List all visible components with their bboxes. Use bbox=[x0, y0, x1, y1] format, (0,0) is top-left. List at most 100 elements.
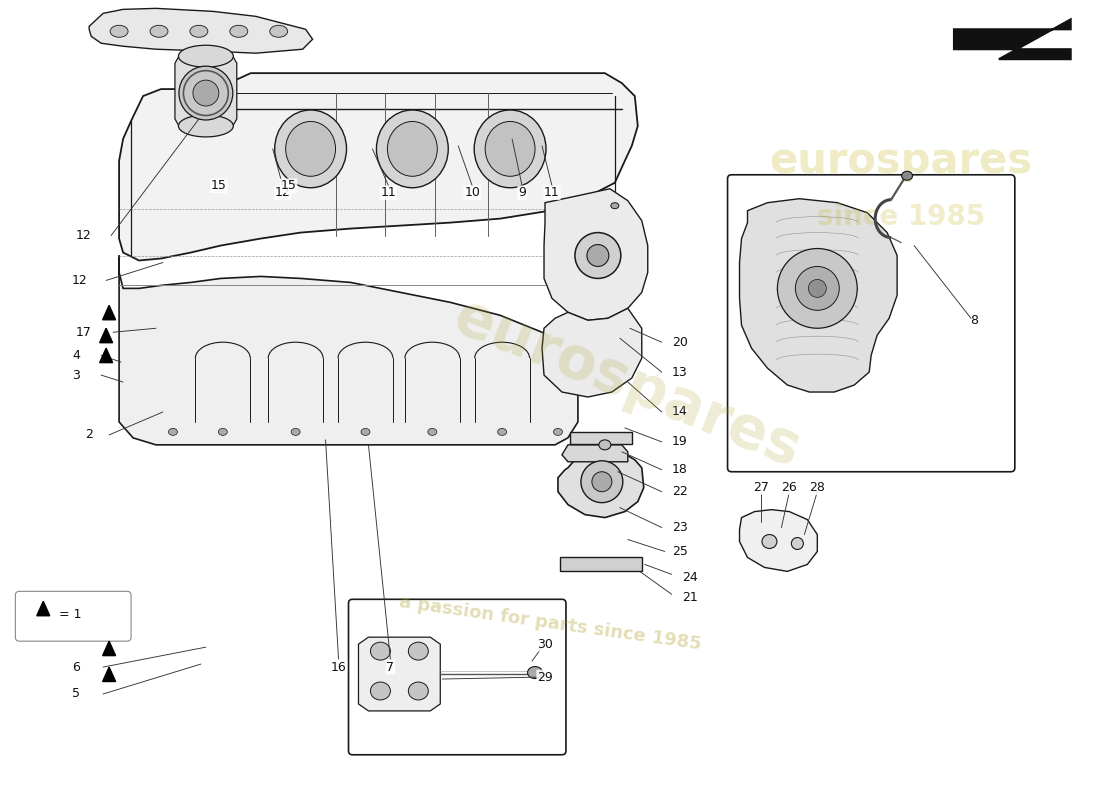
Ellipse shape bbox=[428, 429, 437, 435]
Text: 7: 7 bbox=[386, 661, 395, 674]
Ellipse shape bbox=[178, 46, 233, 67]
Polygon shape bbox=[739, 510, 817, 571]
Circle shape bbox=[795, 266, 839, 310]
Text: 15: 15 bbox=[211, 179, 227, 192]
Text: 12: 12 bbox=[72, 274, 87, 287]
Text: 4: 4 bbox=[73, 349, 80, 362]
Ellipse shape bbox=[230, 26, 248, 38]
Text: 24: 24 bbox=[682, 571, 697, 584]
Polygon shape bbox=[542, 308, 641, 397]
Ellipse shape bbox=[371, 642, 390, 660]
Ellipse shape bbox=[408, 682, 428, 700]
Ellipse shape bbox=[361, 429, 370, 435]
Text: = 1: = 1 bbox=[59, 608, 81, 621]
Text: 2: 2 bbox=[85, 428, 94, 442]
Text: 27: 27 bbox=[754, 481, 769, 494]
Text: 14: 14 bbox=[672, 406, 688, 418]
Ellipse shape bbox=[150, 26, 168, 38]
Ellipse shape bbox=[218, 429, 228, 435]
Text: 12: 12 bbox=[275, 186, 290, 199]
Text: 11: 11 bbox=[381, 186, 396, 199]
Text: 30: 30 bbox=[537, 638, 553, 650]
Circle shape bbox=[778, 249, 857, 328]
Polygon shape bbox=[119, 255, 578, 445]
Text: 6: 6 bbox=[73, 661, 80, 674]
Polygon shape bbox=[119, 73, 638, 261]
Ellipse shape bbox=[168, 429, 177, 435]
Text: 13: 13 bbox=[672, 366, 688, 378]
Text: a passion for parts since 1985: a passion for parts since 1985 bbox=[398, 593, 702, 654]
Polygon shape bbox=[558, 450, 644, 518]
Polygon shape bbox=[89, 8, 312, 54]
Circle shape bbox=[808, 279, 826, 298]
Text: 10: 10 bbox=[464, 186, 480, 199]
Text: 28: 28 bbox=[810, 481, 825, 494]
Circle shape bbox=[192, 80, 219, 106]
Circle shape bbox=[575, 233, 620, 278]
Ellipse shape bbox=[528, 666, 542, 678]
Text: 29: 29 bbox=[537, 670, 553, 683]
Ellipse shape bbox=[286, 122, 336, 176]
Polygon shape bbox=[102, 641, 116, 656]
Text: 11: 11 bbox=[544, 186, 560, 199]
Polygon shape bbox=[102, 667, 116, 682]
Text: 5: 5 bbox=[73, 687, 80, 701]
Text: 26: 26 bbox=[781, 481, 798, 494]
Circle shape bbox=[592, 472, 612, 492]
Text: eurospares: eurospares bbox=[446, 289, 808, 479]
Ellipse shape bbox=[553, 429, 562, 435]
Circle shape bbox=[581, 461, 623, 502]
Text: 12: 12 bbox=[75, 229, 91, 242]
Text: 3: 3 bbox=[73, 369, 80, 382]
Ellipse shape bbox=[598, 440, 611, 450]
Text: 16: 16 bbox=[331, 661, 346, 674]
Polygon shape bbox=[562, 445, 628, 462]
Ellipse shape bbox=[762, 534, 777, 549]
Ellipse shape bbox=[270, 26, 288, 38]
Polygon shape bbox=[175, 56, 236, 126]
Ellipse shape bbox=[610, 202, 619, 209]
Circle shape bbox=[587, 245, 609, 266]
Polygon shape bbox=[102, 306, 116, 320]
Text: 22: 22 bbox=[672, 485, 688, 498]
Polygon shape bbox=[36, 602, 50, 616]
Text: 9: 9 bbox=[518, 186, 526, 199]
Polygon shape bbox=[100, 328, 112, 342]
Ellipse shape bbox=[497, 429, 507, 435]
Ellipse shape bbox=[190, 26, 208, 38]
Polygon shape bbox=[739, 198, 898, 392]
Ellipse shape bbox=[275, 110, 346, 188]
Text: 19: 19 bbox=[672, 435, 688, 448]
Ellipse shape bbox=[292, 429, 300, 435]
Ellipse shape bbox=[485, 122, 535, 176]
Ellipse shape bbox=[408, 642, 428, 660]
Ellipse shape bbox=[376, 110, 449, 188]
Text: 21: 21 bbox=[682, 591, 697, 604]
Ellipse shape bbox=[371, 682, 390, 700]
FancyBboxPatch shape bbox=[349, 599, 566, 754]
Ellipse shape bbox=[902, 171, 913, 180]
Ellipse shape bbox=[474, 110, 546, 188]
Polygon shape bbox=[954, 19, 1070, 59]
Text: 8: 8 bbox=[970, 314, 978, 326]
Text: 20: 20 bbox=[672, 336, 688, 349]
Polygon shape bbox=[100, 348, 112, 362]
Ellipse shape bbox=[791, 538, 803, 550]
Text: 15: 15 bbox=[280, 179, 297, 192]
Ellipse shape bbox=[110, 26, 128, 38]
Polygon shape bbox=[570, 432, 631, 444]
Polygon shape bbox=[560, 558, 641, 571]
Ellipse shape bbox=[178, 115, 233, 137]
Text: eurospares: eurospares bbox=[770, 140, 1033, 182]
Text: 18: 18 bbox=[672, 463, 688, 476]
Text: since 1985: since 1985 bbox=[817, 202, 986, 230]
Polygon shape bbox=[359, 637, 440, 711]
Text: 25: 25 bbox=[672, 545, 688, 558]
Text: 17: 17 bbox=[75, 326, 91, 338]
FancyBboxPatch shape bbox=[727, 174, 1015, 472]
Polygon shape bbox=[544, 189, 648, 320]
Text: 23: 23 bbox=[672, 521, 688, 534]
FancyBboxPatch shape bbox=[15, 591, 131, 641]
Circle shape bbox=[179, 66, 233, 120]
Ellipse shape bbox=[387, 122, 438, 176]
